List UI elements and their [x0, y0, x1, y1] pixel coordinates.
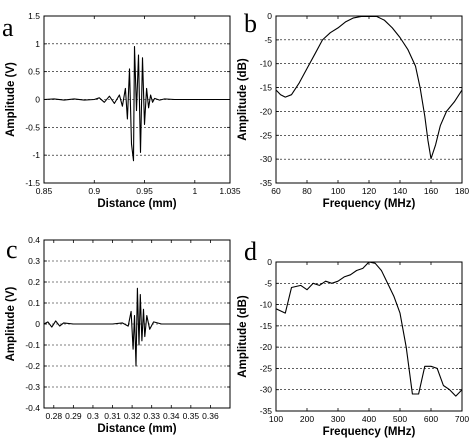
- x-tick-label: 0.9: [88, 186, 100, 196]
- y-tick-label: 0.5: [28, 67, 40, 77]
- series-line: [44, 46, 230, 162]
- y-tick-label: 0: [35, 95, 40, 105]
- panel-letter: a: [2, 13, 14, 42]
- x-tick-label: 0.29: [65, 411, 82, 421]
- x-axis-label: Distance (mm): [97, 423, 176, 435]
- x-tick-label: 100: [269, 414, 283, 424]
- x-tick-label: 100: [331, 186, 345, 196]
- x-tick-label: 0.36: [202, 411, 219, 421]
- x-tick-label: 1.035: [219, 186, 241, 196]
- y-tick-label: 1: [35, 39, 40, 49]
- x-axis-label: Frequency (MHz): [323, 426, 416, 438]
- series-line: [276, 262, 462, 397]
- y-tick-label: -30: [260, 385, 273, 395]
- y-tick-label: -15: [260, 321, 273, 331]
- axes-frame: [43, 15, 231, 184]
- x-tick-label: 0.85: [36, 186, 53, 196]
- panel-c: c -0.4 -0.3 -0.2 -0.1 0 0.1 0.2 0.3 0.4 0.28 0.29 0.…: [5, 235, 231, 435]
- y-tick-label: 0: [35, 319, 40, 329]
- x-tick-label: 140: [393, 186, 407, 196]
- x-tick-label: 0.28: [46, 411, 63, 421]
- x-tick-label: 0.35: [183, 411, 200, 421]
- x-tick-label: 600: [424, 414, 438, 424]
- y-tick-label: -1: [32, 150, 40, 160]
- y-tick-label: -0.5: [25, 122, 40, 132]
- y-tick-label: -20: [260, 106, 273, 116]
- y-tick-label: -0.2: [25, 361, 40, 371]
- y-tick-label: -25: [260, 363, 273, 373]
- x-tick-label: 160: [424, 186, 438, 196]
- panel-letter: c: [6, 235, 18, 264]
- y-axis-label: Amplitude (dB): [237, 295, 249, 378]
- y-tick-label: -30: [260, 154, 273, 164]
- y-tick-label: -10: [260, 300, 273, 310]
- x-tick-label: 0.34: [163, 411, 180, 421]
- x-tick-label: 400: [362, 414, 376, 424]
- panel-a: a -1.5 -1 -0.5 0 0.5 1 1.5 0.85 0.9 0.95 1 1.035 Dist…: [2, 11, 241, 210]
- y-tick-label: 0: [267, 11, 272, 21]
- y-tick-label: 0.3: [28, 256, 40, 266]
- panel-d: d -35 -30 -25 -20 -15 -10 -5 0 100 200 300 400 500 600…: [237, 237, 469, 438]
- y-tick-label: 0.1: [28, 298, 40, 308]
- x-tick-label: 300: [331, 414, 345, 424]
- y-tick-label: -35: [260, 406, 273, 416]
- x-tick-label: 700: [455, 414, 469, 424]
- y-tick-label: -25: [260, 130, 273, 140]
- x-tick-label: 0.33: [143, 411, 160, 421]
- x-axis-label: Distance (mm): [97, 198, 176, 210]
- panel-letter: b: [244, 9, 257, 38]
- x-tick-label: 0.3: [87, 411, 99, 421]
- y-tick-label: -15: [260, 83, 273, 93]
- axes-frame: [275, 15, 463, 184]
- x-tick-label: 120: [362, 186, 376, 196]
- x-tick-label: 180: [455, 186, 469, 196]
- x-tick-label: 0.95: [136, 186, 153, 196]
- x-tick-label: 80: [302, 186, 312, 196]
- y-tick-label: -0.4: [25, 403, 40, 413]
- series-line: [44, 287, 230, 367]
- y-tick-label: 0.4: [28, 235, 40, 245]
- y-tick-label: -0.3: [25, 382, 40, 392]
- panel-letter: d: [244, 237, 257, 266]
- x-axis-label: Frequency (MHz): [323, 198, 416, 210]
- y-tick-label: 1.5: [28, 11, 40, 21]
- x-tick-label: 60: [271, 186, 281, 196]
- y-tick-label: 0: [267, 257, 272, 267]
- x-tick-label: 200: [300, 414, 314, 424]
- y-tick-label: -5: [264, 278, 272, 288]
- y-tick-label: -1.5: [25, 178, 40, 188]
- y-axis-label: Amplitude (V): [5, 62, 17, 137]
- axes-frame: [275, 261, 463, 412]
- y-tick-label: -20: [260, 342, 273, 352]
- y-tick-label: -0.1: [25, 340, 40, 350]
- y-tick-label: -10: [260, 59, 273, 69]
- x-tick-label: 0.31: [104, 411, 121, 421]
- y-axis-label: Amplitude (V): [5, 286, 17, 361]
- x-tick-label: 1: [192, 186, 197, 196]
- x-tick-label: 500: [393, 414, 407, 424]
- y-tick-label: 0.2: [28, 277, 40, 287]
- y-axis-label: Amplitude (dB): [237, 58, 249, 141]
- panel-b: b -35 -30 -25 -20 -15 -10 -5 0 60 80 100 120 140 160 18…: [237, 9, 469, 210]
- x-tick-label: 0.32: [124, 411, 141, 421]
- y-tick-label: -35: [260, 178, 273, 188]
- axes-frame: [43, 239, 231, 409]
- y-tick-label: -5: [264, 35, 272, 45]
